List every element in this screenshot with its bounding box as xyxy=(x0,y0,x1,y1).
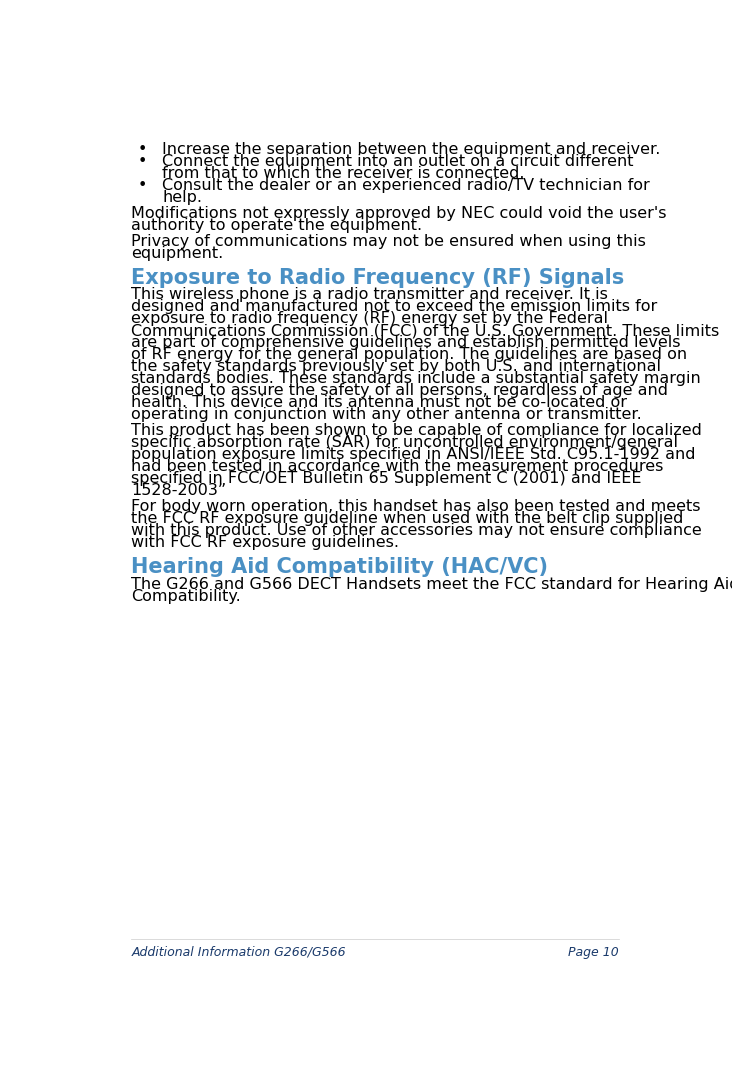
Text: Increase the separation between the equipment and receiver.: Increase the separation between the equi… xyxy=(163,143,661,157)
Text: Page 10: Page 10 xyxy=(568,945,619,958)
Text: Communications Commission (FCC) of the U.S. Government. These limits: Communications Commission (FCC) of the U… xyxy=(131,323,720,338)
Text: of RF energy for the general population. The guidelines are based on: of RF energy for the general population.… xyxy=(131,348,687,362)
Text: •: • xyxy=(138,179,147,194)
Text: population exposure limits specified in ANSI/IEEE Std. C95.1-1992 and: population exposure limits specified in … xyxy=(131,447,695,462)
Text: the safety standards previously set by both U.S. and international: the safety standards previously set by b… xyxy=(131,360,661,374)
Text: •: • xyxy=(138,155,147,169)
Text: exposure to radio frequency (RF) energy set by the Federal: exposure to radio frequency (RF) energy … xyxy=(131,311,608,326)
Text: with this product. Use of other accessories may not ensure compliance: with this product. Use of other accessor… xyxy=(131,523,702,538)
Text: Modifications not expressly approved by NEC could void the user's: Modifications not expressly approved by … xyxy=(131,206,667,221)
Text: This product has been shown to be capable of compliance for localized: This product has been shown to be capabl… xyxy=(131,423,702,439)
Text: Hearing Aid Compatibility (HAC/VC): Hearing Aid Compatibility (HAC/VC) xyxy=(131,557,548,577)
Text: designed and manufactured not to exceed the emission limits for: designed and manufactured not to exceed … xyxy=(131,299,657,314)
Text: operating in conjunction with any other antenna or transmitter.: operating in conjunction with any other … xyxy=(131,407,642,422)
Text: specific absorption rate (SAR) for uncontrolled environment/general: specific absorption rate (SAR) for uncon… xyxy=(131,435,679,451)
Text: designed to assure the safety of all persons, regardless of age and: designed to assure the safety of all per… xyxy=(131,383,668,399)
Text: help.: help. xyxy=(163,191,203,206)
Text: For body worn operation, this handset has also been tested and meets: For body worn operation, this handset ha… xyxy=(131,499,701,514)
Text: Additional Information G266/G566: Additional Information G266/G566 xyxy=(131,945,346,958)
Text: from that to which the receiver is connected.: from that to which the receiver is conne… xyxy=(163,167,525,181)
Text: standards bodies. These standards include a substantial safety margin: standards bodies. These standards includ… xyxy=(131,371,701,386)
Text: Compatibility.: Compatibility. xyxy=(131,589,241,603)
Text: 1528-2003”: 1528-2003” xyxy=(131,483,226,498)
Text: equipment.: equipment. xyxy=(131,246,223,261)
Text: specified in FCC/OET Bulletin 65 Supplement C (2001) and IEEE: specified in FCC/OET Bulletin 65 Supplem… xyxy=(131,471,642,486)
Text: are part of comprehensive guidelines and establish permitted levels: are part of comprehensive guidelines and… xyxy=(131,336,681,350)
Text: •: • xyxy=(138,143,147,157)
Text: health. This device and its antenna must not be co-located or: health. This device and its antenna must… xyxy=(131,395,627,410)
Text: Privacy of communications may not be ensured when using this: Privacy of communications may not be ens… xyxy=(131,234,646,249)
Text: authority to operate the equipment.: authority to operate the equipment. xyxy=(131,218,422,233)
Text: Exposure to Radio Frequency (RF) Signals: Exposure to Radio Frequency (RF) Signals xyxy=(131,268,624,288)
Text: had been tested in accordance with the measurement procedures: had been tested in accordance with the m… xyxy=(131,459,664,474)
Text: Consult the dealer or an experienced radio/TV technician for: Consult the dealer or an experienced rad… xyxy=(163,179,650,194)
Text: Connect the equipment into an outlet on a circuit different: Connect the equipment into an outlet on … xyxy=(163,155,634,169)
Text: the FCC RF exposure guideline when used with the belt clip supplied: the FCC RF exposure guideline when used … xyxy=(131,511,684,526)
Text: The G266 and G566 DECT Handsets meet the FCC standard for Hearing Aid: The G266 and G566 DECT Handsets meet the… xyxy=(131,576,732,591)
Text: with FCC RF exposure guidelines.: with FCC RF exposure guidelines. xyxy=(131,535,399,550)
Text: This wireless phone is a radio transmitter and receiver. It is: This wireless phone is a radio transmitt… xyxy=(131,287,608,302)
